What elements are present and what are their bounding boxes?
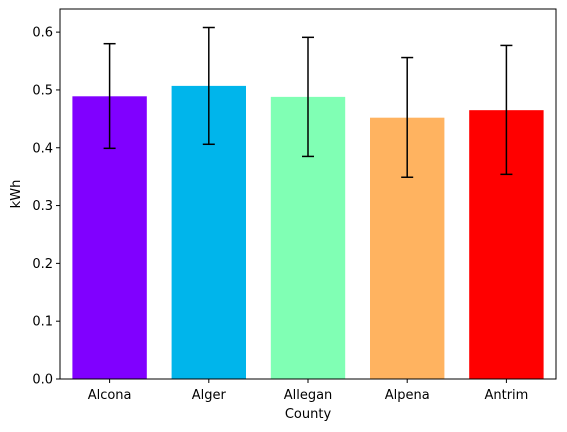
x-axis-ticks: Alcona Alger Allegan Alpena Antrim: [88, 379, 528, 403]
error-bar-antrim: [500, 44, 513, 176]
y-axis-ticks: 0.0 0.1 0.2 0.3 0.4 0.5 0.6: [32, 26, 60, 388]
x-tick-label: Alpena: [385, 388, 430, 403]
y-tick-label: 0.6: [32, 26, 53, 41]
error-bar-alcona: [103, 42, 116, 150]
y-tick-label: 0.1: [32, 315, 53, 330]
y-tick-label: 0.3: [32, 199, 53, 214]
error-bars-group: [103, 26, 513, 178]
x-tick-label: Alger: [192, 388, 227, 403]
error-bar-allegan: [302, 36, 314, 158]
error-bar-alger: [202, 26, 215, 146]
y-tick-label: 0.5: [32, 83, 53, 98]
x-tick-label: Antrim: [484, 388, 528, 403]
x-tick-label: Allegan: [284, 388, 333, 403]
y-tick-label: 0.0: [32, 373, 53, 388]
y-tick-label: 0.4: [32, 141, 53, 156]
x-tick-label: Alcona: [88, 388, 132, 403]
y-tick-label: 0.2: [32, 257, 53, 272]
error-bar-alpena: [401, 56, 414, 178]
x-axis-title: County: [285, 407, 332, 422]
y-axis-title: kWh: [9, 180, 24, 209]
